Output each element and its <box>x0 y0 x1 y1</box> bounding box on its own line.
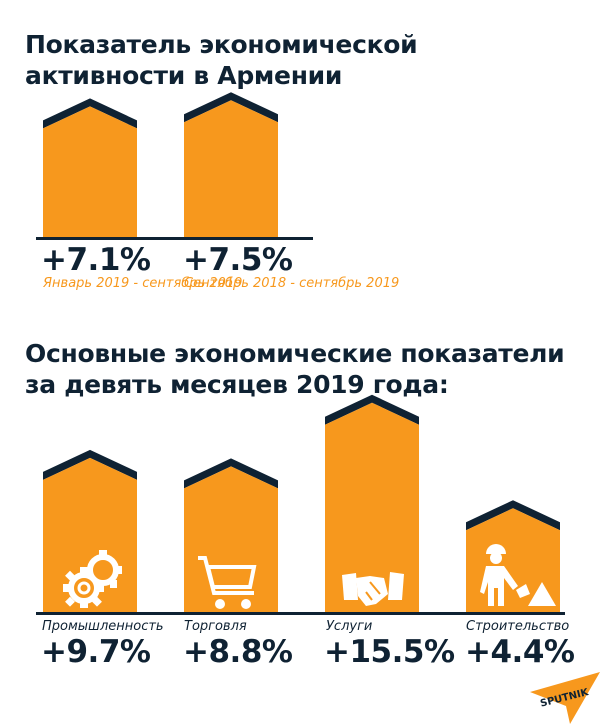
handshake-icon <box>342 572 404 606</box>
bar-roof <box>184 92 278 123</box>
value-label: +7.5% <box>183 242 293 278</box>
category-label: Услуги <box>326 619 373 634</box>
value-label: +9.7% <box>41 634 151 670</box>
bar-roof <box>325 394 419 425</box>
value-label: +4.4% <box>465 634 575 670</box>
value-label: +15.5% <box>324 634 455 670</box>
value-label: +7.1% <box>41 242 151 278</box>
value-label: +8.8% <box>183 634 293 670</box>
category-label: Строительство <box>466 619 570 634</box>
bar-roof <box>466 500 560 531</box>
construction-worker-icon <box>480 544 556 606</box>
baseline <box>36 237 313 240</box>
bar-roof <box>43 98 137 129</box>
bar-roof <box>184 458 278 489</box>
period-label: Январь 2019 - сентябрь 2019 <box>43 276 243 291</box>
chart-title-1: Показатель экономической активности в Ар… <box>25 30 418 90</box>
period-label: Сентябрь 2018 - сентябрь 2019 <box>184 276 400 291</box>
chart-title-2: Основные экономические показатели за дев… <box>25 339 565 399</box>
gears-icon <box>63 550 122 608</box>
category-label: Промышленность <box>42 619 164 634</box>
sputnik-logo: SPUTNIK <box>530 672 600 724</box>
bar-roof <box>43 449 137 480</box>
shopping-cart-icon <box>198 556 257 609</box>
baseline <box>36 612 565 615</box>
bar <box>184 100 278 237</box>
bar <box>325 402 419 612</box>
category-label: Торговля <box>184 619 247 634</box>
bar <box>43 106 137 238</box>
